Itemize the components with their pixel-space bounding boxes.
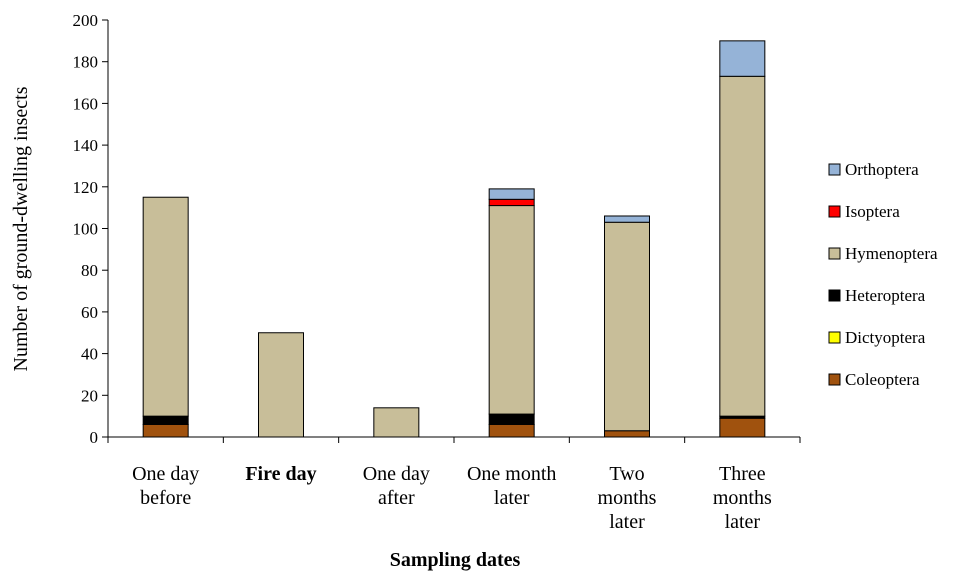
bar-segment-coleoptera — [604, 430, 650, 438]
y-tick-label: 160 — [73, 94, 99, 113]
legend-swatch-orthoptera — [828, 163, 841, 176]
y-tick-label: 100 — [73, 220, 99, 239]
bar-segment-orthoptera — [604, 215, 650, 223]
y-tick-label: 0 — [90, 428, 99, 447]
bar-segment-coleoptera — [142, 423, 189, 438]
y-axis-ticks: 0 20 40 60 80 100 120 140 160 180 200 — [73, 11, 108, 447]
bar-segment-coleoptera — [488, 423, 535, 438]
y-tick-label: 140 — [73, 136, 99, 155]
legend-label-dictyoptera: Dictyoptera — [845, 328, 926, 347]
y-tick-label: 120 — [73, 178, 99, 197]
axes — [107, 20, 801, 443]
legend-label-orthoptera: Orthoptera — [845, 160, 919, 179]
bar-segment-coleoptera — [719, 417, 766, 438]
legend: Orthoptera Isoptera Hymenoptera Heteroptera… — [828, 160, 938, 389]
x-axis-title: Sampling dates — [390, 549, 521, 571]
x-category-label: One month later — [467, 463, 556, 509]
x-category-label: Three months later — [713, 463, 772, 533]
bar-segment-isoptera — [488, 198, 535, 207]
x-category-label: Two months later — [598, 463, 657, 533]
legend-label-heteroptera: Heteroptera — [845, 286, 926, 305]
x-category-label: Fire day — [245, 463, 316, 485]
legend-swatch-heteroptera — [828, 289, 841, 302]
bar-segment-orthoptera — [488, 188, 535, 200]
bar-segment-hymenoptera — [488, 205, 535, 415]
y-axis-title: Number of ground-dwelling insects — [10, 86, 32, 371]
y-tick-label: 200 — [73, 11, 99, 30]
legend-swatch-coleoptera — [828, 373, 841, 386]
y-tick-label: 80 — [81, 261, 98, 280]
x-axis-category-labels: One day before Fire day One day after One mon… — [132, 463, 772, 533]
bars — [142, 40, 766, 438]
bar-segment-orthoptera — [719, 40, 766, 77]
y-tick-label: 40 — [81, 345, 98, 364]
legend-swatch-isoptera — [828, 205, 841, 218]
bar-segment-hymenoptera — [604, 221, 650, 432]
bar-segment-hymenoptera — [142, 196, 189, 417]
y-tick-label: 180 — [73, 53, 99, 72]
bar-segment-hymenoptera — [258, 332, 304, 438]
legend-swatch-hymenoptera — [828, 247, 841, 260]
y-tick-label: 60 — [81, 303, 98, 322]
bar-segment-heteroptera — [488, 413, 535, 425]
x-category-label: One day after — [363, 463, 430, 509]
x-category-label: One day before — [132, 463, 199, 509]
legend-swatch-dictyoptera — [828, 331, 841, 344]
bar-segment-hymenoptera — [373, 407, 420, 438]
bar-segment-heteroptera — [142, 415, 189, 425]
y-tick-label: 20 — [81, 386, 98, 405]
bar-segment-hymenoptera — [719, 75, 766, 417]
legend-label-hymenoptera: Hymenoptera — [845, 244, 938, 263]
legend-label-coleoptera: Coleoptera — [845, 370, 920, 389]
legend-label-isoptera: Isoptera — [845, 202, 900, 221]
